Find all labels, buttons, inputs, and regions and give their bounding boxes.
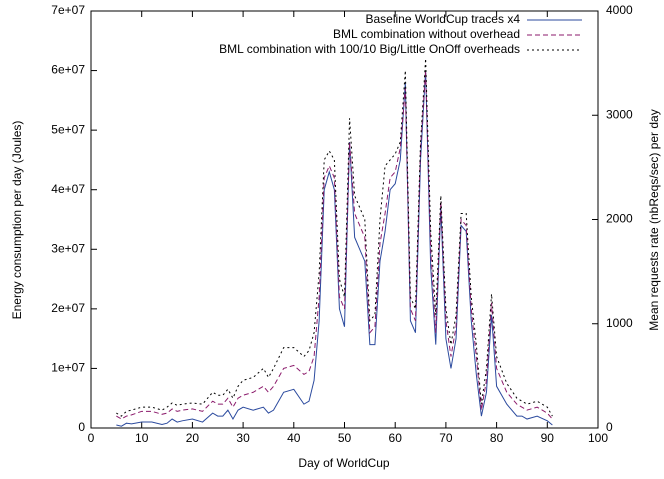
- x-tick-label: 90: [541, 431, 555, 445]
- y2-axis-label: Mean requests rate (nbReqs/sec) per day: [647, 109, 661, 330]
- y-tick-label: 7e+07: [51, 3, 85, 17]
- legend-label: BML combination without overhead: [333, 27, 520, 41]
- y-tick-label: 4e+07: [51, 182, 85, 196]
- y-tick-label: 6e+07: [51, 63, 85, 77]
- y2-tick-label: 1000: [606, 316, 633, 330]
- y-tick-label: 5e+07: [51, 122, 85, 136]
- x-axis-label: Day of WorldCup: [298, 456, 389, 470]
- x-tick-label: 40: [287, 431, 301, 445]
- x-tick-label: 100: [588, 431, 608, 445]
- y2-tick-label: 3000: [606, 107, 633, 121]
- y2-tick-label: 0: [606, 420, 613, 434]
- y-tick-label: 0: [78, 420, 85, 434]
- data-line: [116, 70, 553, 420]
- data-line: [116, 70, 553, 427]
- y2-tick-label: 2000: [606, 212, 633, 226]
- x-tick-label: 60: [389, 431, 403, 445]
- plot-frame: [90, 10, 599, 429]
- x-tick-label: 20: [186, 431, 200, 445]
- x-tick-label: 80: [490, 431, 504, 445]
- data-line: [116, 58, 553, 417]
- x-tick-label: 70: [439, 431, 453, 445]
- legend-label: Baseline WorldCup traces x4: [365, 12, 520, 26]
- y-tick-label: 2e+07: [51, 301, 85, 315]
- y-tick-label: 1e+07: [51, 361, 85, 375]
- y2-tick-label: 4000: [606, 3, 633, 17]
- x-tick-label: 0: [88, 431, 95, 445]
- legend-label: BML combination with 100/10 Big/Little O…: [219, 42, 520, 56]
- x-tick-label: 50: [338, 431, 352, 445]
- x-tick-label: 30: [236, 431, 250, 445]
- x-tick-label: 10: [135, 431, 149, 445]
- y-axis-label: Energy consumption per day (Joules): [10, 121, 24, 320]
- y-tick-label: 3e+07: [51, 241, 85, 255]
